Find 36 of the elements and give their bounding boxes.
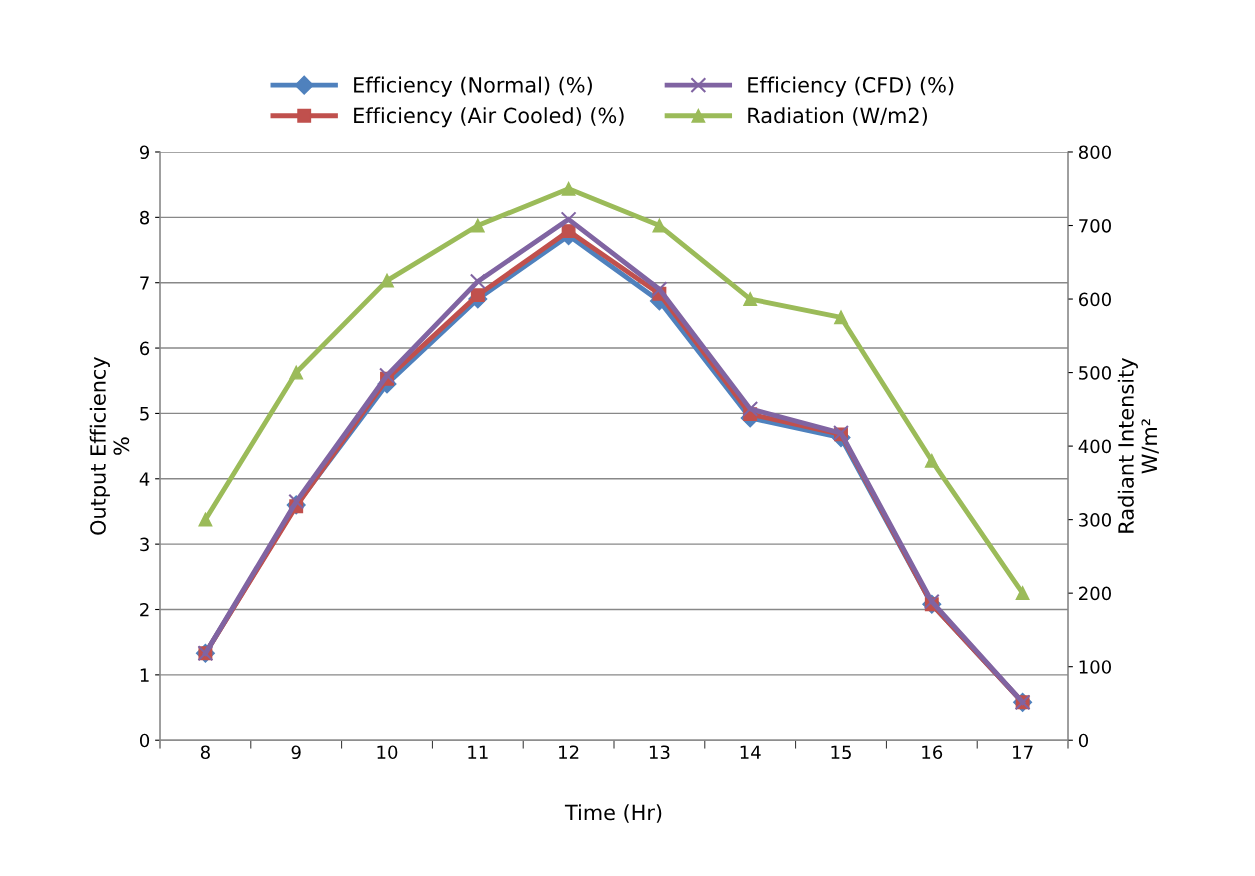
x-tick-label: 16 [922, 745, 943, 760]
y2-tick-label: 600 [1078, 292, 1111, 307]
y2-tick-label: 300 [1079, 513, 1111, 527]
y-tick-label: 4 [139, 472, 150, 486]
y-tick-label: 6 [140, 341, 150, 356]
x-tick-label: 13 [649, 745, 670, 760]
y-tick-label: 1 [140, 668, 149, 682]
y2-axis-title: Radiant Intensity W/m² [1117, 358, 1159, 533]
x-tick-label: 9 [291, 745, 301, 760]
legend-label: Efficiency (Normal) (%) [354, 76, 592, 97]
x-tick-label: 10 [377, 745, 398, 760]
y2-tick-label: 700 [1079, 218, 1111, 233]
y2-tick-label: 800 [1078, 145, 1111, 160]
y2-tick-label: 400 [1078, 439, 1111, 454]
legend-label: Efficiency (Air Cooled) (%) [354, 107, 624, 128]
x-tick-label: 11 [468, 745, 488, 759]
x-tick-label: 15 [831, 745, 851, 760]
x-tick-label: 14 [740, 745, 761, 759]
y-tick-label: 8 [140, 210, 150, 225]
y2-tick-label: 500 [1079, 366, 1111, 380]
y-tick-label: 7 [140, 276, 149, 290]
y2-tick-label: 200 [1079, 586, 1111, 601]
y2-tick-label: 0 [1078, 733, 1089, 748]
y-tick-label: 5 [140, 407, 149, 421]
legend-label: Efficiency (CFD) (%) [748, 76, 954, 97]
y-tick-label: 9 [139, 145, 150, 160]
x-tick-label: 8 [200, 745, 210, 760]
y-tick-label: 0 [139, 733, 150, 748]
y2-tick-label: 100 [1079, 660, 1111, 674]
x-tick-label: 12 [559, 745, 579, 759]
y-tick-label: 3 [140, 537, 149, 552]
x-axis-title: Time (Hr) [564, 804, 662, 823]
x-tick-label: 17 [1013, 745, 1033, 759]
y-axis-title: Output Efficiency % [89, 356, 130, 535]
legend-label: Radiation (W/m2) [748, 107, 927, 126]
y-tick-label: 2 [140, 602, 149, 617]
